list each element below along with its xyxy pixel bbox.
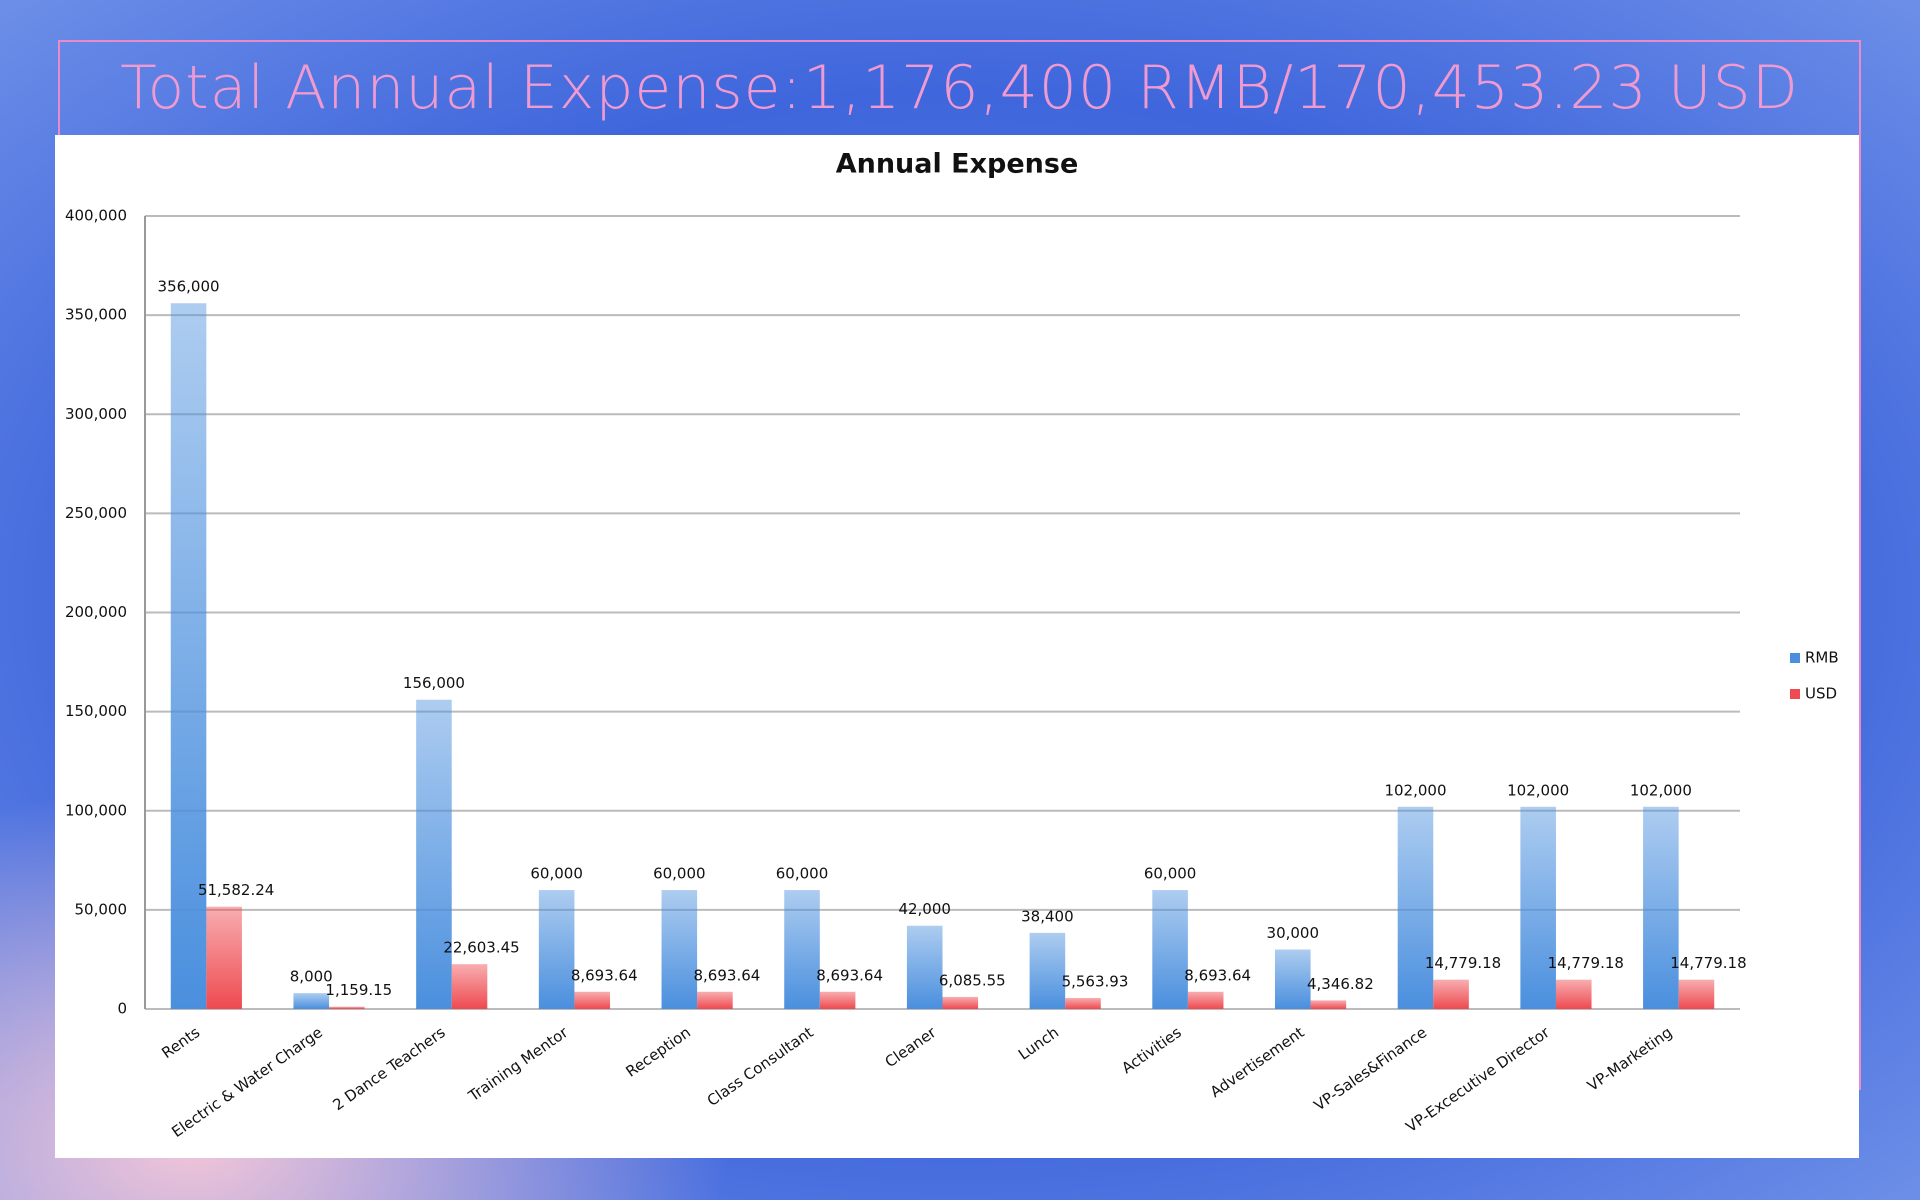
value-label: 4,346.82 (1307, 975, 1374, 993)
y-tick-label: 300,000 (65, 405, 127, 423)
value-label: 14,779.18 (1670, 954, 1746, 972)
value-label: 14,779.18 (1548, 954, 1624, 972)
y-tick-label: 50,000 (75, 900, 128, 918)
legend-marker (1790, 689, 1800, 699)
bar (574, 991, 611, 1009)
value-label: 102,000 (1507, 781, 1569, 799)
bar (206, 906, 242, 1009)
x-tick-label: Training Mentor (464, 1023, 572, 1106)
value-label: 8,000 (290, 968, 333, 986)
header-title: Total Annual Expense:1,176,400 RMB/170,4… (120, 52, 1799, 123)
x-tick-label: Activities (1118, 1023, 1185, 1077)
x-tick-label: Lunch (1015, 1023, 1062, 1063)
value-label: 6,085.55 (939, 971, 1006, 989)
bar (1274, 949, 1311, 1009)
value-label: 156,000 (403, 674, 465, 692)
bar (1643, 806, 1679, 1009)
bar (538, 890, 575, 1009)
bar (784, 890, 820, 1009)
value-label: 51,582.24 (198, 881, 274, 899)
x-tick-label: Class Consultant (704, 1023, 817, 1110)
y-tick-label: 400,000 (65, 207, 127, 225)
value-label: 102,000 (1630, 781, 1692, 799)
value-label: 22,603.45 (443, 939, 519, 957)
y-tick-label: 0 (117, 1000, 127, 1018)
value-label: 30,000 (1267, 924, 1320, 942)
bar (170, 303, 207, 1009)
value-label: 14,779.18 (1425, 954, 1501, 972)
value-label: 60,000 (776, 865, 829, 883)
bar (1397, 806, 1434, 1009)
bar (1029, 932, 1066, 1009)
chart: Annual Expense 0 50,000 100,000 150,000 200,… (65, 149, 1839, 1142)
legend-label: RMB (1805, 649, 1839, 667)
x-tick-label: 2 Dance Teachers (329, 1023, 448, 1114)
bar (1187, 991, 1224, 1009)
y-tick-label: 350,000 (65, 306, 127, 324)
value-label: 60,000 (653, 865, 706, 883)
value-label: 60,000 (1144, 865, 1197, 883)
x-tick-label: VP-Marketing (1584, 1023, 1676, 1095)
bar (1555, 979, 1592, 1009)
bar (661, 890, 698, 1009)
value-label: 1,159.15 (325, 981, 392, 999)
bar (1152, 890, 1188, 1009)
bar (819, 991, 856, 1009)
x-tick-label: VP-Sales&Finance (1311, 1023, 1431, 1114)
value-label: 8,693.64 (816, 966, 883, 984)
legend-marker (1790, 653, 1800, 663)
bar (1433, 979, 1469, 1009)
bar (942, 996, 979, 1009)
bar (293, 993, 330, 1009)
value-label: 8,693.64 (571, 966, 638, 984)
x-tick-label: Rents (158, 1023, 203, 1062)
bar (697, 991, 733, 1009)
value-label: 102,000 (1384, 781, 1446, 799)
value-label: 60,000 (530, 865, 583, 883)
bar (329, 1006, 365, 1009)
bar (1520, 806, 1556, 1009)
x-tick-label: Reception (622, 1023, 694, 1081)
value-label: 8,693.64 (1184, 966, 1251, 984)
x-tick-label: Advertisement (1207, 1023, 1308, 1101)
bar (451, 964, 488, 1009)
y-tick-label: 200,000 (65, 603, 127, 621)
legend-label: USD (1805, 685, 1837, 703)
value-label: 8,693.64 (694, 966, 761, 984)
y-tick-label: 150,000 (65, 702, 127, 720)
x-tick-label: Cleaner (882, 1023, 940, 1071)
y-tick-label: 100,000 (65, 801, 127, 819)
bar (1678, 979, 1715, 1009)
bar (1310, 1000, 1347, 1009)
value-label: 38,400 (1021, 907, 1074, 925)
value-label: 42,000 (898, 900, 951, 918)
value-label: 5,563.93 (1062, 972, 1129, 990)
bar (1065, 997, 1101, 1009)
bar (906, 925, 943, 1009)
chart-panel: Annual Expense 0 50,000 100,000 150,000 200,… (55, 135, 1859, 1158)
value-label: 356,000 (158, 278, 220, 296)
bar (416, 699, 452, 1009)
y-tick-label: 250,000 (65, 504, 127, 522)
chart-title: Annual Expense (836, 149, 1079, 180)
